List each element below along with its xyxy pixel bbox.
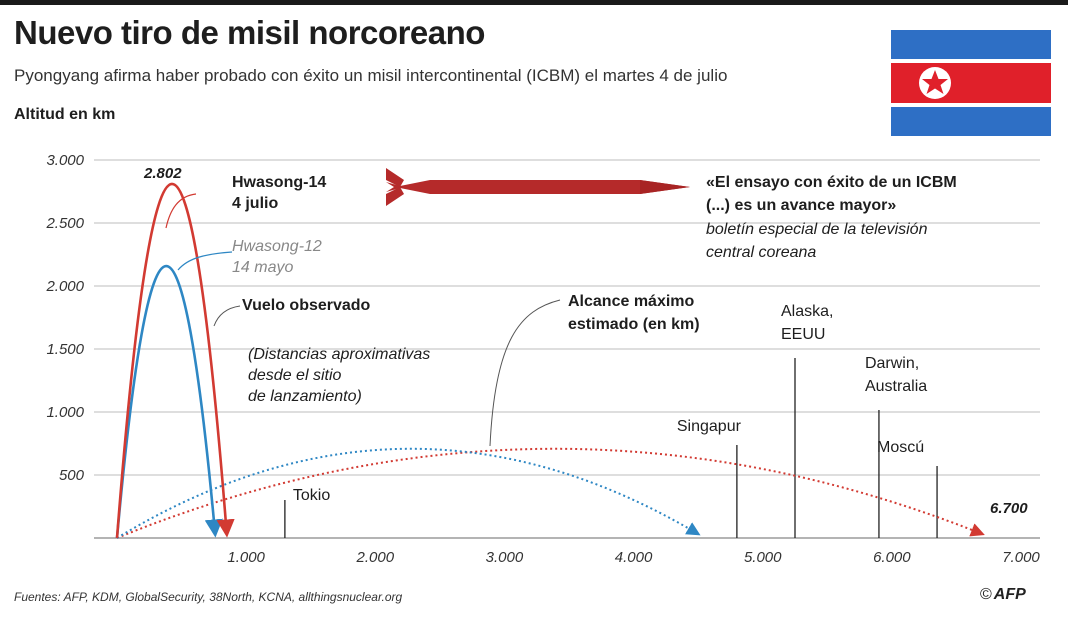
hwasong12-date: 14 mayo	[232, 259, 293, 276]
observed-flight-curves	[115, 182, 235, 539]
hwasong14-date: 4 julio	[232, 195, 278, 212]
missile-icon	[386, 168, 690, 206]
hwasong12-max-range-arc	[116, 447, 701, 539]
max-range-leader-line	[489, 299, 561, 447]
x-tick-label: 4.000	[615, 549, 653, 566]
x-tick-label: 2.000	[356, 549, 395, 566]
quote-line-2: (...) es un avance mayor»	[706, 197, 896, 214]
city-markers: Tokio Singapur Alaska, EEUU Darwin, Australia…	[284, 303, 938, 538]
max-range-label-line-1: Alcance máximo	[568, 293, 695, 310]
city-label: Singapur	[677, 418, 742, 435]
observed-leader-line	[213, 305, 241, 327]
y-tick-label: 1.500	[46, 341, 84, 358]
hwasong12-flight-curve	[115, 264, 223, 539]
x-tick-label: 5.000	[744, 549, 782, 566]
y-tick-label: 1.000	[46, 404, 84, 421]
page-title: Nuevo tiro de misil norcoreano	[14, 14, 485, 51]
city-label-line-2: Australia	[865, 378, 927, 395]
hwasong14-flight-curve	[115, 182, 235, 539]
quote-source-line-2: central coreana	[706, 244, 816, 261]
quote-source-line-1: boletín especial de la televisión	[706, 221, 928, 238]
hwasong14-leader-line	[165, 193, 197, 229]
top-bar	[0, 0, 1068, 5]
x-tick-label: 3.000	[486, 549, 524, 566]
x-tick-label: 1.000	[227, 549, 265, 566]
x-tick-label: 7.000	[1002, 549, 1040, 566]
max-range-label-line-2: estimado (en km)	[568, 316, 700, 333]
hwasong12-leader-line	[177, 251, 233, 271]
missile-trajectory-chart: 500 1.000 1.500 2.000 2.500 3.000 1.000 2.000 3…	[45, 152, 1040, 566]
y-axis-title: Altitud en km	[14, 106, 116, 123]
x-tick-labels: 1.000 2.000 3.000 4.000 5.000 6.000 7.000	[227, 549, 1040, 566]
max-range-value-label: 6.700	[990, 500, 1028, 517]
y-tick-label: 3.000	[46, 152, 84, 169]
max-range-arcs	[116, 447, 985, 539]
page-subtitle: Pyongyang afirma haber probado con éxito…	[14, 66, 728, 85]
afp-logo-text: AFP	[993, 586, 1026, 603]
afp-credit: © AFP	[980, 586, 1026, 604]
city-label: Darwin,	[865, 355, 919, 372]
y-tick-label: 2.500	[45, 215, 84, 232]
city-label-line-2: EEUU	[781, 326, 825, 343]
city-label: Moscú	[877, 439, 924, 456]
y-tick-label: 500	[59, 467, 85, 484]
hwasong14-name: Hwasong-14	[232, 174, 326, 191]
distances-note-line-3: de lanzamiento)	[248, 388, 362, 405]
distances-note-line-2: desde el sitio	[248, 367, 341, 384]
source-note: Fuentes: AFP, KDM, GlobalSecurity, 38Nor…	[14, 590, 403, 604]
y-tick-label: 2.000	[45, 278, 84, 295]
distances-note-line-1: (Distancias aproximativas	[248, 346, 430, 363]
hwasong14-max-range-arc	[116, 447, 985, 539]
city-label: Tokio	[293, 487, 330, 504]
x-tick-label: 6.000	[873, 549, 911, 566]
hwasong12-name: Hwasong-12	[232, 238, 322, 255]
y-tick-labels: 500 1.000 1.500 2.000 2.500 3.000	[45, 152, 84, 484]
city-label: Alaska,	[781, 303, 833, 320]
apogee-label: 2.802	[143, 165, 182, 182]
north-korea-flag-icon	[891, 30, 1051, 136]
observed-flight-label: Vuelo observado	[242, 297, 371, 314]
copyright-symbol: ©	[980, 586, 992, 603]
quote-line-1: «El ensayo con éxito de un ICBM	[706, 174, 957, 191]
